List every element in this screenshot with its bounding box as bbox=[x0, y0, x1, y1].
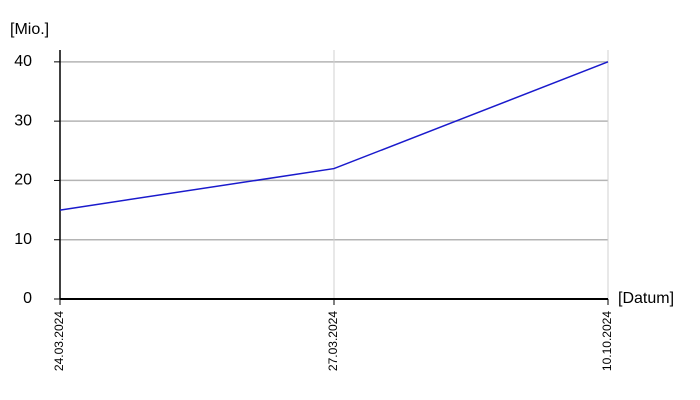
y-axis-label: [Mio.] bbox=[10, 21, 49, 38]
x-tick-label: 10.10.2024 bbox=[600, 311, 614, 371]
x-tick-label: 27.03.2024 bbox=[326, 311, 340, 371]
data-line bbox=[59, 61, 609, 211]
y-tick-label: 0 bbox=[23, 290, 32, 307]
y-tick-label: 10 bbox=[14, 231, 32, 248]
y-tick-label: 30 bbox=[14, 112, 32, 129]
y-tick-label: 40 bbox=[14, 53, 32, 70]
y-tick-label: 20 bbox=[14, 172, 32, 189]
x-axis-label: [Datum] bbox=[618, 290, 674, 307]
x-tick-label: 24.03.2024 bbox=[52, 311, 66, 371]
